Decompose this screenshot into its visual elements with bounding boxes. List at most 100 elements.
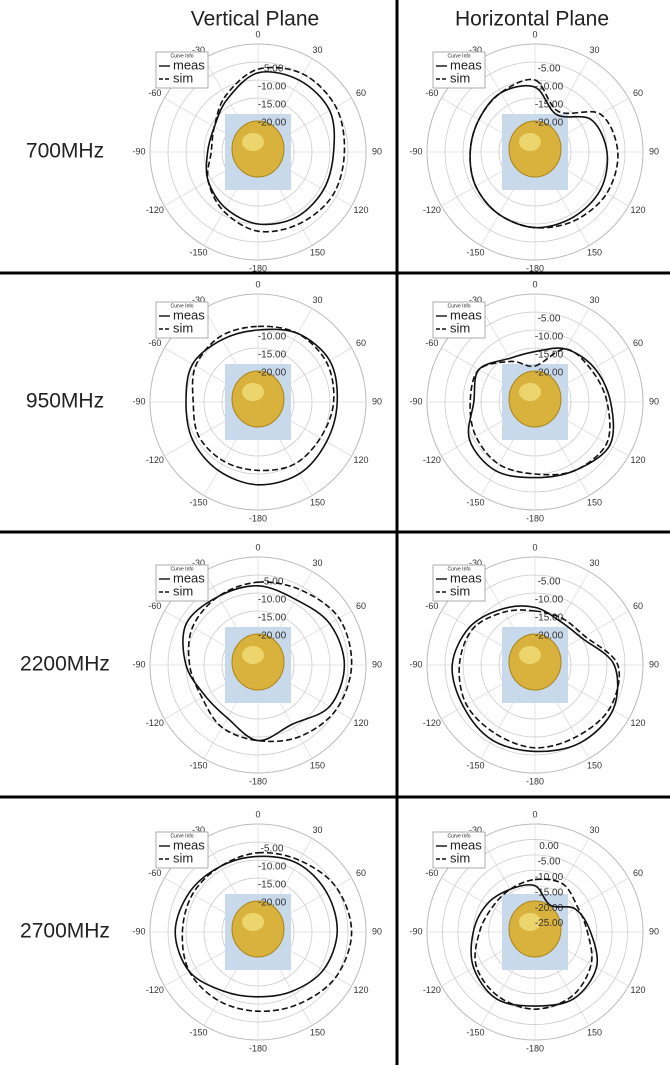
angle-label: 90 bbox=[372, 926, 382, 936]
polar-chart: 0306090120150-180-150-120-90-60-30-5.00-… bbox=[132, 809, 382, 1053]
angle-label: 90 bbox=[649, 396, 659, 406]
ring-label: -10.00 bbox=[258, 595, 287, 606]
angle-label: 90 bbox=[649, 926, 659, 936]
angle-label: -120 bbox=[423, 205, 441, 215]
polar-chart: 0306090120150-180-150-120-90-60-30-5.00-… bbox=[409, 29, 659, 273]
angle-label: 150 bbox=[587, 761, 602, 771]
angle-label: -180 bbox=[526, 513, 544, 523]
legend-label: sim bbox=[173, 850, 193, 865]
ring-label: -15.00 bbox=[258, 100, 287, 111]
angle-label: -180 bbox=[526, 1043, 544, 1053]
ring-label: -20.00 bbox=[535, 631, 564, 642]
legend-label: sim bbox=[450, 70, 470, 85]
angle-label: 30 bbox=[312, 825, 322, 835]
angle-label: -120 bbox=[146, 455, 164, 465]
angle-label: -150 bbox=[189, 248, 207, 258]
ring-label: -15.00 bbox=[258, 350, 287, 361]
angle-label: 90 bbox=[649, 659, 659, 669]
angle-label: 0 bbox=[532, 809, 537, 819]
ring-label: -20.00 bbox=[535, 118, 564, 129]
angle-label: -90 bbox=[409, 659, 422, 669]
angle-label: -90 bbox=[409, 146, 422, 156]
ring-label: -5.00 bbox=[538, 577, 561, 588]
figure: Vertical Plane Horizontal Plane 700MHz95… bbox=[0, 0, 670, 1065]
angle-label: -60 bbox=[425, 88, 438, 98]
angle-label: 150 bbox=[310, 1028, 325, 1038]
angle-label: 0 bbox=[255, 809, 260, 819]
angle-label: 60 bbox=[633, 88, 643, 98]
head-highlight bbox=[242, 646, 264, 664]
angle-label: 150 bbox=[587, 248, 602, 258]
angle-label: -60 bbox=[148, 338, 161, 348]
angle-label: -120 bbox=[146, 205, 164, 215]
angle-label: -90 bbox=[132, 396, 145, 406]
angle-label: -90 bbox=[409, 926, 422, 936]
ring-label: -5.00 bbox=[538, 64, 561, 75]
angle-label: 60 bbox=[633, 338, 643, 348]
angle-label: -180 bbox=[249, 513, 267, 523]
ring-label: -20.00 bbox=[258, 631, 287, 642]
angle-label: 0 bbox=[255, 29, 260, 39]
head-highlight bbox=[519, 383, 541, 401]
angle-label: 0 bbox=[532, 279, 537, 289]
angle-label: -60 bbox=[148, 601, 161, 611]
angle-label: -150 bbox=[466, 761, 484, 771]
angle-label: -150 bbox=[466, 498, 484, 508]
angle-label: 60 bbox=[356, 338, 366, 348]
angle-label: 60 bbox=[356, 88, 366, 98]
row-label: 950MHz bbox=[26, 390, 104, 413]
angle-label: 120 bbox=[631, 455, 646, 465]
angle-label: 30 bbox=[589, 45, 599, 55]
angle-label: 30 bbox=[589, 295, 599, 305]
angle-label: -180 bbox=[249, 1043, 267, 1053]
page: Vertical Plane Horizontal Plane 700MHz95… bbox=[0, 0, 670, 1065]
angle-label: -120 bbox=[146, 718, 164, 728]
angle-label: 120 bbox=[631, 718, 646, 728]
angle-label: 60 bbox=[633, 868, 643, 878]
angle-label: -120 bbox=[423, 718, 441, 728]
ring-label: -10.00 bbox=[258, 862, 287, 873]
angle-label: -90 bbox=[132, 146, 145, 156]
row-label: 2200MHz bbox=[20, 653, 110, 676]
legend-label: sim bbox=[450, 583, 470, 598]
angle-label: -120 bbox=[146, 985, 164, 995]
angle-label: -60 bbox=[148, 868, 161, 878]
angle-label: -180 bbox=[249, 263, 267, 273]
angle-label: -90 bbox=[409, 396, 422, 406]
column-header: Vertical Plane bbox=[191, 8, 319, 31]
angle-label: 90 bbox=[372, 146, 382, 156]
legend-label: sim bbox=[450, 320, 470, 335]
angle-label: 150 bbox=[310, 761, 325, 771]
angle-label: -90 bbox=[132, 926, 145, 936]
polar-chart: 0306090120150-180-150-120-90-60-30-10.00… bbox=[132, 279, 382, 523]
ring-label: -10.00 bbox=[258, 82, 287, 93]
column-header: Horizontal Plane bbox=[455, 8, 609, 31]
head-highlight bbox=[519, 646, 541, 664]
ring-label: -5.00 bbox=[538, 314, 561, 325]
angle-label: 30 bbox=[312, 558, 322, 568]
angle-label: 30 bbox=[312, 45, 322, 55]
angle-label: 120 bbox=[631, 205, 646, 215]
angle-label: -180 bbox=[526, 263, 544, 273]
angle-label: -150 bbox=[189, 1028, 207, 1038]
legend-label: sim bbox=[173, 583, 193, 598]
angle-label: 60 bbox=[356, 601, 366, 611]
polar-chart: 0306090120150-180-150-120-90-60-300.00-5… bbox=[409, 809, 659, 1053]
ring-label: -15.00 bbox=[258, 613, 287, 624]
angle-label: -180 bbox=[526, 776, 544, 786]
ring-label: 0.00 bbox=[539, 841, 559, 852]
angle-label: 120 bbox=[631, 985, 646, 995]
angle-label: 120 bbox=[354, 718, 369, 728]
angle-label: 30 bbox=[589, 825, 599, 835]
angle-label: -150 bbox=[466, 248, 484, 258]
polar-chart: 0306090120150-180-150-120-90-60-30-5.00-… bbox=[409, 542, 659, 786]
angle-label: 0 bbox=[255, 279, 260, 289]
angle-label: -60 bbox=[425, 601, 438, 611]
angle-label: 120 bbox=[354, 205, 369, 215]
angle-label: 150 bbox=[587, 1028, 602, 1038]
ring-label: -10.00 bbox=[258, 332, 287, 343]
angle-label: 0 bbox=[255, 542, 260, 552]
ring-label: -25.00 bbox=[535, 918, 564, 929]
head-highlight bbox=[242, 133, 264, 151]
legend-label: sim bbox=[173, 70, 193, 85]
